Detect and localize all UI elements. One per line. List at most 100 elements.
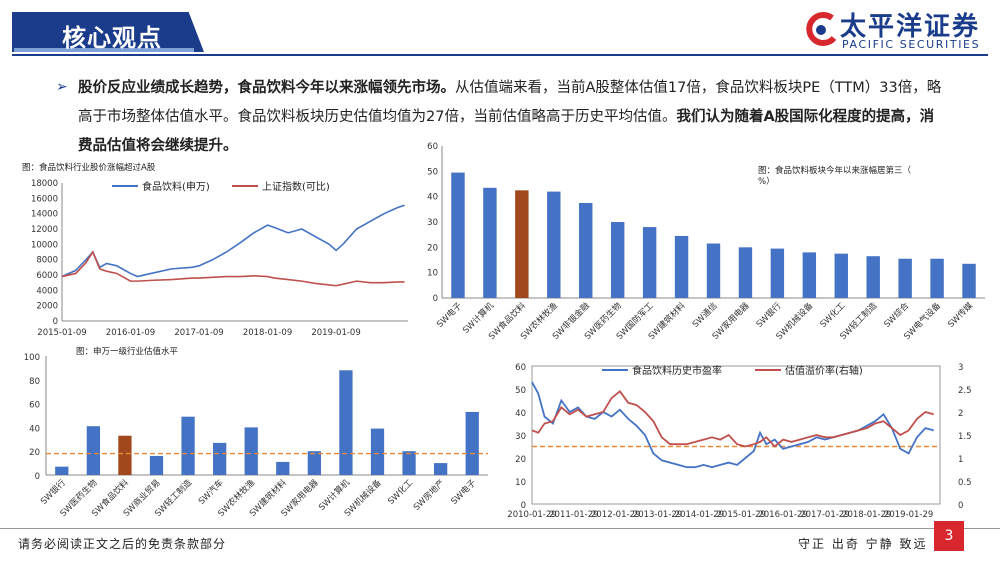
bar xyxy=(802,252,817,298)
chart-title: 图：食品饮料板块今年以来涨幅居第三（%） xyxy=(758,165,912,187)
x-tick-label: SW化工 xyxy=(818,300,848,330)
y-tick-label: 80 xyxy=(29,377,40,387)
bar xyxy=(483,187,497,298)
y-tick-label: 40 xyxy=(427,193,438,203)
y-tick-label: 60 xyxy=(515,363,526,373)
y-tick-label: 20 xyxy=(427,243,438,253)
y-tick-label: 40 xyxy=(29,424,40,434)
bar xyxy=(370,428,385,475)
bar xyxy=(642,227,657,298)
x-tick-label: 2010-01-29 xyxy=(507,510,556,520)
page-number: 3 xyxy=(934,521,964,551)
bar xyxy=(307,451,321,475)
x-tick-label: 2011-01-29 xyxy=(549,510,598,520)
company-name-cn: 太平洋证券 xyxy=(840,12,981,42)
y-tick-label: 30 xyxy=(515,432,526,442)
bar xyxy=(770,248,785,298)
y-tick-label: 18000 xyxy=(31,179,58,189)
bar xyxy=(465,411,479,475)
company-logo-icon xyxy=(806,11,837,46)
y-tick-label: 20 xyxy=(515,455,526,465)
y2-tick-label: 0 xyxy=(958,501,963,511)
page-title: 核心观点 xyxy=(62,24,162,52)
bar xyxy=(149,455,164,475)
pe-history-chart: 0 10 20 30 40 50 60 0 0.5 1 1.5 2 2.5 3 2010-01-292011… xyxy=(507,363,972,520)
bar xyxy=(738,247,753,298)
bar xyxy=(834,253,848,298)
bar xyxy=(451,172,465,298)
x-tick-label: 2013-01-29 xyxy=(633,510,682,520)
y-tick-label: 16000 xyxy=(31,194,58,204)
bar xyxy=(213,442,227,475)
bar xyxy=(674,235,689,298)
chart-title-line: %） xyxy=(758,176,775,187)
header-divider xyxy=(12,54,988,56)
x-tick-label: 2012-01-29 xyxy=(591,510,640,520)
y-tick-label: 14000 xyxy=(31,210,58,220)
y-tick-label: 100 xyxy=(24,353,40,363)
x-tick-label: 2014-01-29 xyxy=(675,510,724,520)
bar xyxy=(434,463,448,475)
x-tick-label: 2019-01-09 xyxy=(311,328,360,338)
y-tick-label: 40 xyxy=(515,409,526,419)
y-tick-label: 10000 xyxy=(31,240,58,250)
bar xyxy=(962,263,976,298)
x-tick-label: 2018-01-09 xyxy=(243,328,292,338)
y-tick-label: 30 xyxy=(427,218,438,228)
y-tick-label: 4000 xyxy=(36,286,58,296)
y-tick-label: 10 xyxy=(427,269,438,279)
y-tick-label: 6000 xyxy=(36,271,58,281)
bar xyxy=(402,451,416,475)
y-tick-label: 0 xyxy=(35,472,40,482)
bar xyxy=(930,258,944,298)
y-tick-label: 10 xyxy=(515,478,526,488)
bar xyxy=(579,203,593,298)
y2-tick-label: 3 xyxy=(958,363,963,373)
bar xyxy=(86,426,100,475)
footer-divider xyxy=(0,528,1000,529)
x-tick-label: 2019-01-29 xyxy=(884,510,933,520)
y2-tick-label: 0.5 xyxy=(958,478,972,488)
y-tick-label: 20 xyxy=(29,448,40,458)
y2-tick-label: 1 xyxy=(958,455,963,465)
bar xyxy=(244,427,258,475)
plot-frame xyxy=(531,365,941,505)
x-tick-label: 2015-01-29 xyxy=(717,510,766,520)
x-tick-label: SW电子 xyxy=(449,477,479,507)
bar xyxy=(118,435,132,475)
x-tick-label: SW银行 xyxy=(38,477,68,507)
y-tick-label: 2000 xyxy=(36,302,58,312)
legend-label: 估值溢价率(右轴) xyxy=(785,364,863,377)
y-tick-label: 0 xyxy=(433,294,438,304)
x-tick-label: SW汽车 xyxy=(196,477,226,507)
chart-title: 图：食品饮料行业股价涨幅超过A股 xyxy=(22,162,156,173)
chart-title-line: 图：食品饮料板块今年以来涨幅居第三（ xyxy=(758,165,912,176)
x-tick-label: SW化工 xyxy=(386,477,416,507)
bar xyxy=(610,222,625,298)
title-decoration xyxy=(14,48,194,52)
x-tick-label: SW通信 xyxy=(690,300,720,330)
price-trend-chart: 图：食品饮料行业股价涨幅超过A股 0 2000 4000 6000 8000 10000 12… xyxy=(22,162,408,338)
x-tick-label: SW电子 xyxy=(435,300,465,330)
bar xyxy=(547,191,561,298)
legend-label: 食品饮料历史市盈率 xyxy=(632,364,722,377)
bullet-arrow-icon: ➢ xyxy=(56,79,68,95)
summary-lead: 股价反应业绩成长趋势，食品饮料今年以来涨幅领先市场。 xyxy=(78,80,455,96)
x-tick-label: SW综合 xyxy=(882,300,912,330)
y-tick-label: 60 xyxy=(29,401,40,411)
series-line xyxy=(531,389,934,448)
ytd-gain-chart: 0102030405060SW电子SW计算机SW食品饮料SW农林牧渔SW非银金融… xyxy=(427,142,985,342)
y2-tick-label: 1.5 xyxy=(958,432,972,442)
chart-title: 图：申万一级行业估值水平 xyxy=(76,346,179,357)
summary-body: 从估值端来看，当前A股整体估值17倍，食品饮料板块PE（TTM）33倍，略高于市… xyxy=(78,80,942,125)
company-name-en: PACIFIC SECURITIES xyxy=(842,38,981,51)
motto-text: 守正 出奇 宁静 致远 xyxy=(798,537,928,551)
series-line xyxy=(61,204,405,278)
x-tick-label: SW银行 xyxy=(754,300,784,330)
valuation-chart: 图：申万一级行业估值水平020406080100SW银行SW医药生物SW食品饮料… xyxy=(24,346,488,519)
x-tick-label: 2016-01-29 xyxy=(758,510,807,520)
header: 核心观点 太平洋证券 PACIFIC SECURITIES xyxy=(0,0,1000,58)
bar xyxy=(181,416,195,475)
x-tick-label: 2017-01-09 xyxy=(174,328,223,338)
bar xyxy=(866,256,880,298)
